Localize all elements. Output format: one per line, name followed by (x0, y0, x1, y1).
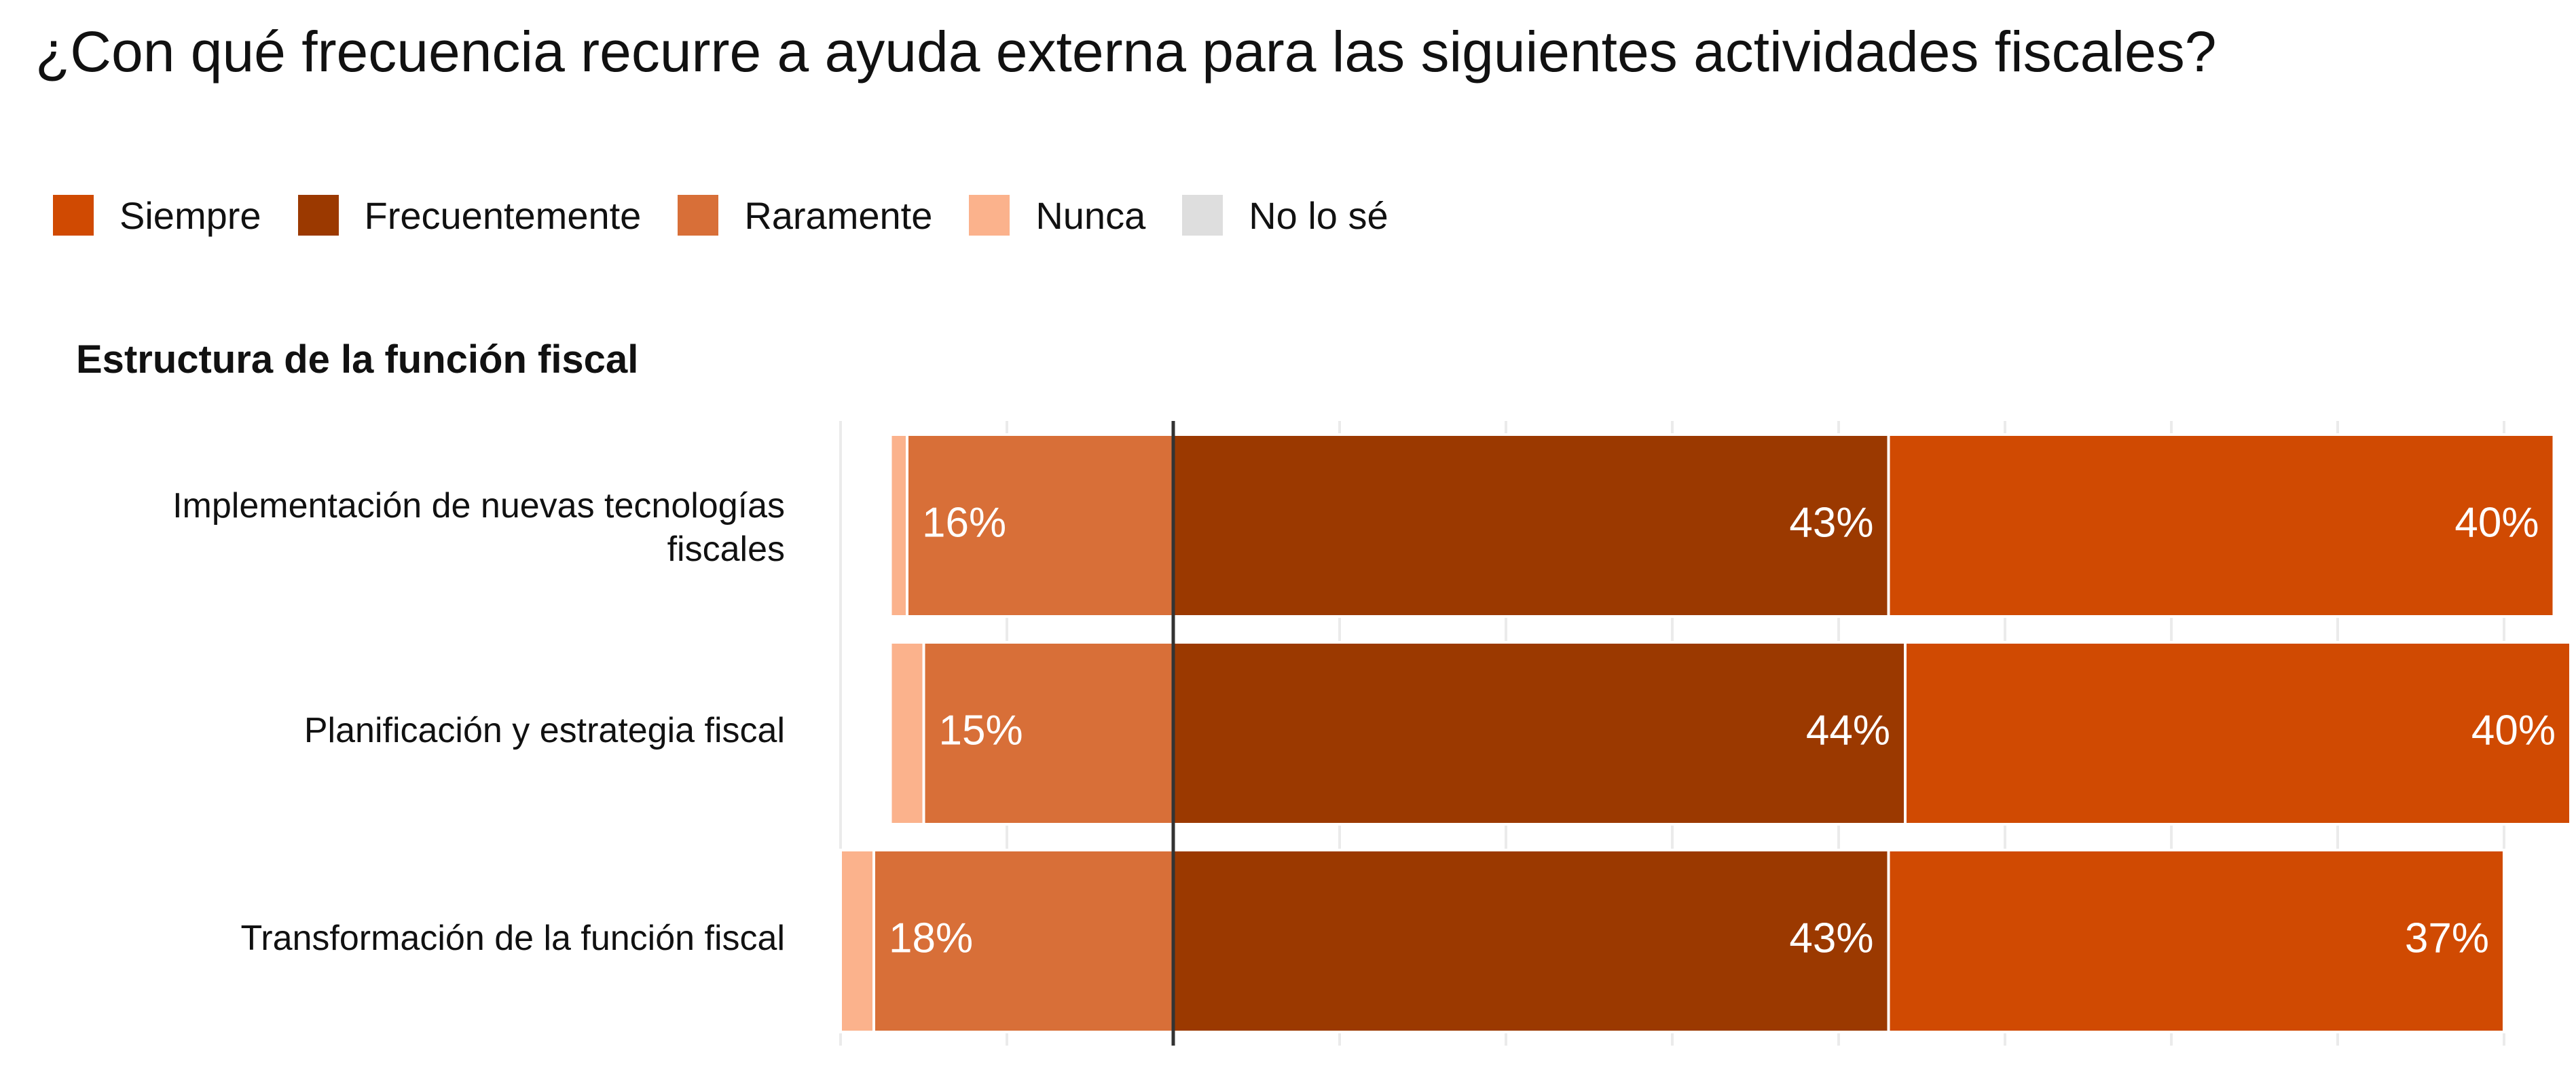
bar-nunca-2 (889, 641, 925, 826)
legend-item-raramente: Raramente (678, 194, 932, 238)
bar-raramente-3 (872, 849, 1175, 1033)
legend-item-no-lo-se: No lo sé (1182, 194, 1388, 238)
bar-raramente-2 (922, 641, 1175, 826)
bar-siempre-1 (1887, 433, 2556, 618)
legend-label-siempre: Siempre (119, 194, 261, 237)
category-label-transformacion: Transformación de la función fiscal (240, 919, 785, 958)
legend-label-raramente: Raramente (744, 194, 933, 237)
data-label-siempre-1: 40% (2454, 499, 2539, 546)
bar-frecuentemente-2 (1172, 641, 1907, 826)
legend-swatch-raramente (678, 195, 719, 236)
legend-label-frecuentemente: Frecuentemente (364, 194, 642, 237)
bar-nunca-1 (889, 433, 908, 618)
bar-raramente-1 (906, 433, 1175, 618)
legend-swatch-frecuentemente (297, 195, 339, 236)
legend-label-no-lo-se: No lo sé (1249, 194, 1388, 237)
legend: Siempre Frecuentemente Raramente Nunca N… (53, 191, 1425, 239)
chart-title: ¿Con qué frecuencia recurre a ayuda exte… (35, 20, 2217, 84)
legend-swatch-no-lo-se (1182, 195, 1223, 236)
chart-subtitle: Estructura de la función fiscal (76, 337, 639, 382)
legend-item-siempre: Siempre (53, 194, 261, 238)
data-label-frecuentemente-2: 44% (1806, 707, 1890, 754)
data-label-raramente-1: 16% (922, 499, 1006, 546)
legend-item-frecuentemente: Frecuentemente (297, 194, 642, 238)
bar-frecuentemente-1 (1172, 433, 1890, 618)
bar-nunca-3 (839, 849, 875, 1033)
bar-siempre-3 (1887, 849, 2505, 1033)
legend-label-nunca: Nunca (1035, 194, 1146, 237)
category-label-tecnologias: Implementación de nuevas tecnologías fis… (172, 486, 785, 569)
legend-swatch-siempre (53, 195, 94, 236)
category-label-planificacion: Planificación y estrategia fiscal (303, 711, 785, 750)
legend-swatch-nunca (969, 195, 1010, 236)
data-label-siempre-2: 40% (2471, 707, 2556, 754)
bar-frecuentemente-3 (1172, 849, 1890, 1033)
data-label-raramente-2: 15% (939, 707, 1023, 754)
bar-siempre-2 (1904, 641, 2572, 826)
legend-item-nunca: Nunca (969, 194, 1145, 238)
data-label-frecuentemente-1: 43% (1789, 499, 1873, 546)
data-label-siempre-3: 37% (2405, 915, 2489, 961)
data-label-raramente-3: 18% (889, 915, 973, 961)
data-label-frecuentemente-3: 43% (1789, 915, 1873, 961)
